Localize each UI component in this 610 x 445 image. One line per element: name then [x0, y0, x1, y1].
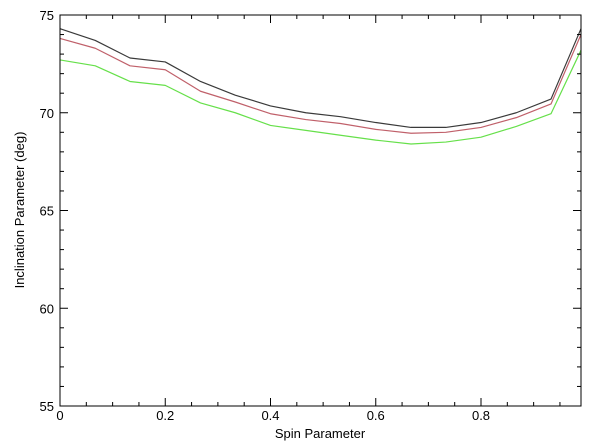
x-tick-label: 0.8 [472, 408, 490, 423]
series-layer [59, 28, 582, 145]
y-axis-title: Inclination Parameter (deg) [12, 132, 27, 289]
x-axis-title: Spin Parameter [275, 426, 366, 441]
y-tick-label: 65 [40, 204, 54, 219]
series-line-2 [59, 34, 582, 134]
series-line-3 [59, 49, 582, 145]
x-tick-label: 0.4 [261, 408, 279, 423]
series-line-1 [59, 28, 582, 129]
x-tick-label: 0.6 [367, 408, 385, 423]
y-tick-label: 70 [40, 106, 54, 121]
x-tick-label: 0.2 [156, 408, 174, 423]
tick-labels-layer: 0 0.2 0.4 0.6 0.8 55 60 65 70 75 [40, 8, 491, 423]
y-tick-label: 75 [40, 8, 54, 23]
y-tick-label: 55 [40, 399, 54, 414]
y-tick-label: 60 [40, 301, 54, 316]
x-tick-label: 0 [56, 408, 63, 423]
ticks-layer [59, 14, 581, 407]
